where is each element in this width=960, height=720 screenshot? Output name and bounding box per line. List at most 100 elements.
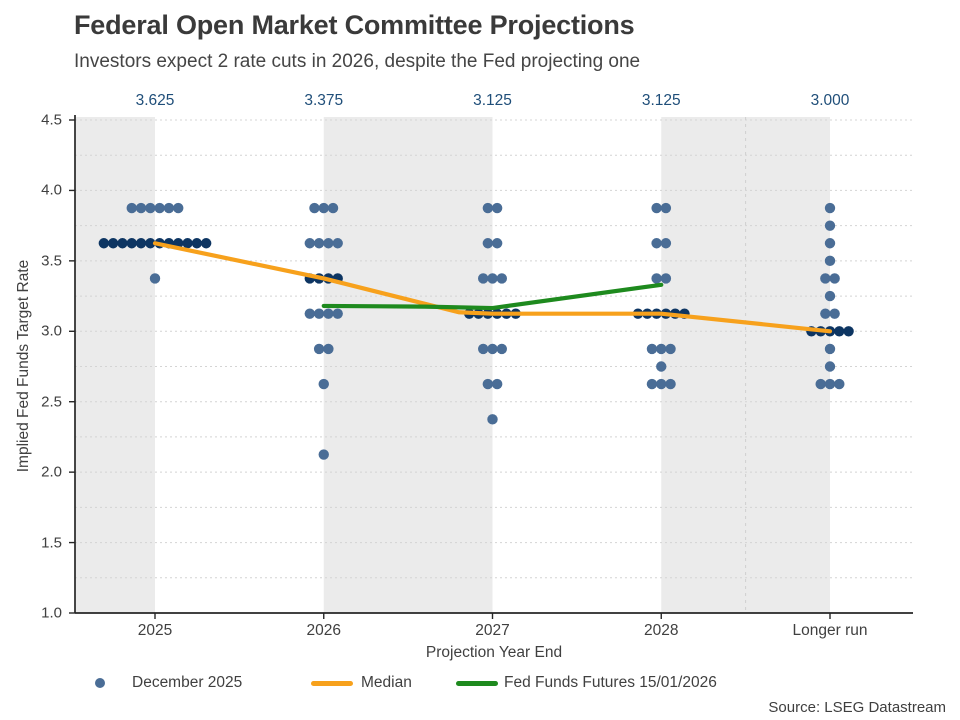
projection-dot (313, 308, 325, 319)
projection-dot (154, 202, 165, 214)
legend-label-fed-funds-futures: Fed Funds Futures 15/01/2026 (504, 674, 717, 691)
projection-dot (304, 238, 315, 249)
y-tick-label-3.5: 3.5 (41, 252, 62, 270)
projection-dot (651, 273, 662, 284)
projection-dot (482, 238, 494, 249)
projection-dot (824, 202, 836, 214)
projection-dot (665, 343, 676, 355)
y-tick-label-4.5: 4.5 (41, 111, 62, 129)
projection-dot (820, 273, 831, 284)
projection-dot (191, 238, 203, 249)
legend-label-median: Median (361, 674, 412, 691)
y-tick-label-1.0: 1.0 (41, 604, 62, 622)
source-note: Source: LSEG Datastream (768, 699, 946, 716)
projection-dot (332, 238, 343, 249)
projection-dot (651, 238, 662, 249)
projection-dot (327, 202, 339, 214)
median-value-label-2025: 3.625 (135, 92, 175, 109)
projection-dot (824, 361, 836, 372)
shaded-column-band (75, 117, 155, 613)
projection-dot (496, 343, 507, 355)
projection-dot (824, 290, 836, 302)
projection-dot (323, 343, 334, 355)
projection-dot (496, 273, 507, 284)
y-tick-label-1.5: 1.5 (41, 534, 62, 552)
projection-dot (491, 238, 503, 249)
projection-dot (126, 238, 137, 249)
legend-median-line-swatch (311, 681, 353, 686)
shaded-column-band (323, 117, 493, 613)
projection-dot (665, 378, 676, 390)
projection-dot (651, 202, 662, 214)
projection-dot (491, 202, 503, 214)
projection-dot (843, 326, 854, 337)
projection-dot (829, 308, 840, 319)
projection-dot (824, 238, 836, 249)
projection-dot (491, 378, 503, 390)
projection-dot (824, 378, 836, 390)
x-tick-label-2025: 2025 (137, 622, 173, 639)
chart-title: Federal Open Market Committee Projection… (74, 10, 635, 40)
projection-dot (824, 255, 836, 267)
median-value-label-longer-run: 3.000 (810, 92, 850, 109)
projection-dot (487, 414, 498, 425)
projection-dot (834, 326, 845, 337)
projection-dot (656, 343, 667, 355)
projection-dot (145, 202, 156, 214)
projection-dot (173, 202, 184, 214)
projection-dot (660, 202, 672, 214)
projection-dot (656, 378, 667, 390)
projection-dot (656, 361, 667, 372)
projection-dot (126, 202, 137, 214)
projection-dot (318, 202, 329, 214)
projection-dot (135, 238, 147, 249)
projection-dot (107, 238, 119, 249)
projection-dot (182, 238, 193, 249)
x-tick-label-2026: 2026 (306, 622, 341, 639)
projection-dot (323, 308, 334, 319)
legend-label-december-2025: December 2025 (132, 674, 243, 691)
projection-dot (318, 449, 329, 460)
projection-dot (304, 308, 315, 319)
projection-dot (313, 238, 325, 249)
projection-dot (815, 378, 826, 390)
projection-dot (332, 308, 343, 319)
legend-futures-line-swatch (456, 681, 498, 686)
y-tick-label-3.0: 3.0 (41, 322, 62, 340)
projection-dot (200, 238, 212, 249)
projection-dot (482, 202, 494, 214)
y-tick-label-2.5: 2.5 (41, 393, 62, 411)
x-tick-label-longer-run: Longer run (792, 622, 868, 639)
projection-dot (660, 238, 672, 249)
median-line (152, 241, 833, 334)
projection-dot (323, 238, 334, 249)
projection-dot (820, 308, 831, 319)
projection-dot (318, 378, 329, 390)
projection-dot (145, 238, 156, 249)
y-tick-label-2.0: 2.0 (41, 463, 62, 481)
projection-dot (149, 273, 161, 284)
projection-dot (829, 273, 840, 284)
projection-dot (646, 343, 658, 355)
projection-dot (478, 343, 489, 355)
x-tick-label-2027: 2027 (475, 622, 510, 639)
projection-dot (824, 220, 836, 231)
projection-dot (98, 238, 110, 249)
chart-subtitle: Investors expect 2 rate cuts in 2026, de… (74, 51, 641, 72)
median-value-label-2027: 3.125 (473, 92, 512, 109)
projection-dot (117, 238, 128, 249)
projection-dot (834, 378, 845, 390)
projection-dot (487, 273, 498, 284)
median-value-label-2028: 3.125 (641, 92, 681, 109)
projection-dot (487, 343, 498, 355)
projection-dot (163, 202, 175, 214)
projection-dot (646, 378, 658, 390)
projection-dot (660, 273, 672, 284)
projection-dot (478, 273, 489, 284)
fed-funds-futures-line (321, 282, 664, 311)
projection-dot (482, 378, 494, 390)
y-tick-label-4.0: 4.0 (41, 181, 62, 199)
x-axis-title: Projection Year End (425, 644, 563, 661)
